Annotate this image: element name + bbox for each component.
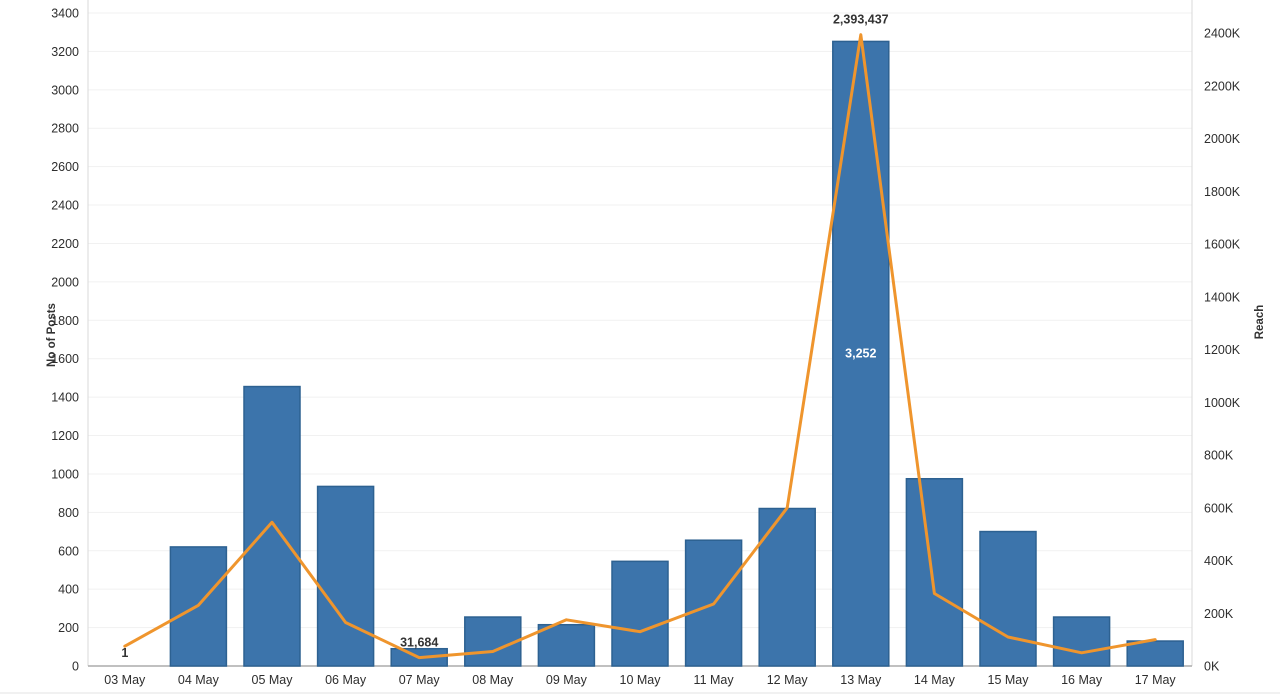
- left-tick-label: 3200: [51, 45, 79, 59]
- left-tick-label: 2800: [51, 122, 79, 136]
- x-label-17-may: 17 May: [1135, 673, 1177, 687]
- bar-17-may[interactable]: [1126, 640, 1184, 667]
- x-label-12-may: 12 May: [767, 673, 809, 687]
- left-axis-title: No of Posts: [46, 303, 58, 367]
- right-tick-label: 600K: [1204, 501, 1234, 515]
- x-label-10-may: 10 May: [620, 673, 662, 687]
- left-tick-label: 1400: [51, 391, 79, 405]
- mark-label-1: 1: [121, 646, 128, 660]
- left-tick-label: 1200: [51, 429, 79, 443]
- bar-05-may[interactable]: [243, 385, 301, 667]
- x-label-04-may: 04 May: [178, 673, 220, 687]
- right-tick-label: 2200K: [1204, 79, 1241, 93]
- right-tick-label: 400K: [1204, 554, 1234, 568]
- bar-04-may[interactable]: [169, 546, 228, 667]
- right-tick-label: 1400K: [1204, 290, 1241, 304]
- left-tick-label: 1000: [51, 467, 79, 481]
- right-tick-label: 200K: [1204, 607, 1234, 621]
- bar-06-may[interactable]: [316, 485, 375, 667]
- x-label-06-may: 06 May: [325, 673, 367, 687]
- left-tick-label: 2000: [51, 275, 79, 289]
- x-label-11-may: 11 May: [694, 673, 735, 687]
- x-label-14-may: 14 May: [914, 673, 956, 687]
- x-label-13-may: 13 May: [840, 673, 882, 687]
- left-tick-label: 3000: [51, 83, 79, 97]
- left-tick-label: 0: [72, 660, 79, 674]
- bar-11-may[interactable]: [684, 539, 743, 667]
- right-tick-label: 1800K: [1204, 185, 1241, 199]
- bar-16-may[interactable]: [1052, 616, 1111, 667]
- mark-label-31684: 31,684: [400, 636, 438, 650]
- right-tick-label: 1200K: [1204, 343, 1241, 357]
- right-tick-label: 1600K: [1204, 238, 1241, 252]
- left-tick-label: 3400: [51, 7, 79, 21]
- mark-label-3252: 3,252: [845, 347, 876, 361]
- x-label-15-may: 15 May: [988, 673, 1030, 687]
- bar-08-may[interactable]: [464, 616, 522, 667]
- x-label-03-may: 03 May: [104, 673, 146, 687]
- right-tick-label: 800K: [1204, 449, 1234, 463]
- x-label-09-may: 09 May: [546, 673, 588, 687]
- right-tick-label: 2400K: [1204, 27, 1241, 41]
- left-tick-label: 2200: [51, 237, 79, 251]
- bar-15-may[interactable]: [979, 530, 1037, 667]
- bar-10-may[interactable]: [611, 560, 669, 667]
- right-tick-label: 1000K: [1204, 396, 1241, 410]
- left-tick-label: 800: [58, 506, 79, 520]
- mark-label-2393437: 2,393,437: [833, 13, 889, 27]
- bar-09-may[interactable]: [537, 623, 596, 667]
- x-label-08-may: 08 May: [472, 673, 514, 687]
- left-tick-label: 1600: [51, 352, 79, 366]
- x-label-16-may: 16 May: [1061, 673, 1103, 687]
- x-label-07-may: 07 May: [399, 673, 441, 687]
- reach-line[interactable]: [123, 33, 1157, 660]
- x-label-05-may: 05 May: [252, 673, 294, 687]
- left-tick-label: 1800: [51, 314, 79, 328]
- left-tick-label: 2400: [51, 199, 79, 213]
- bar-14-may[interactable]: [905, 477, 964, 667]
- right-axis-title: Reach: [1254, 305, 1266, 340]
- left-tick-label: 400: [58, 583, 79, 597]
- bar-13-may[interactable]: [832, 40, 890, 667]
- right-tick-label: 2000K: [1204, 132, 1241, 146]
- left-tick-label: 600: [58, 544, 79, 558]
- left-tick-label: 2600: [51, 160, 79, 174]
- left-tick-label: 200: [58, 621, 79, 635]
- right-tick-label: 0K: [1204, 660, 1220, 674]
